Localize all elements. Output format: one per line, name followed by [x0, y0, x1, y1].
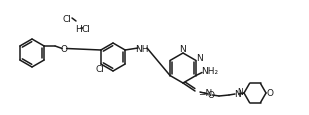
- Text: H: H: [76, 24, 83, 33]
- Text: N: N: [234, 90, 241, 99]
- Text: N: N: [197, 54, 203, 62]
- Text: Cl: Cl: [95, 65, 104, 74]
- Text: NH: NH: [135, 44, 149, 53]
- Text: Cl: Cl: [82, 24, 91, 33]
- Text: O: O: [207, 90, 214, 99]
- Text: =N: =N: [198, 89, 212, 98]
- Text: O: O: [266, 89, 273, 98]
- Text: N: N: [237, 88, 243, 97]
- Text: NH₂: NH₂: [201, 66, 218, 75]
- Text: Cl: Cl: [62, 14, 71, 23]
- Text: N: N: [179, 45, 185, 54]
- Text: O: O: [61, 45, 68, 54]
